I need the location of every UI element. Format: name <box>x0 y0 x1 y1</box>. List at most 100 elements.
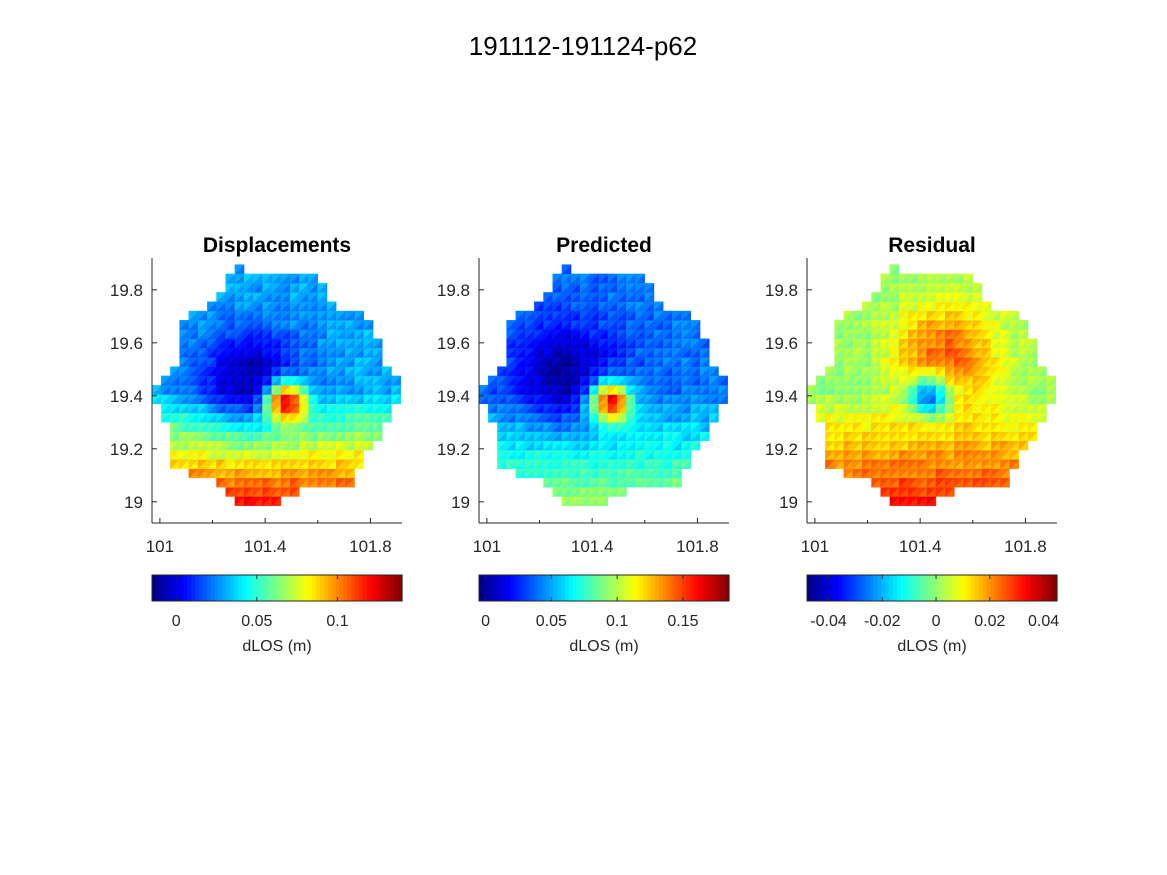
colorbar-segment <box>355 575 360 601</box>
field-cell <box>290 273 300 284</box>
x-tick-label: 101.4 <box>571 537 614 556</box>
colorbar-segment <box>662 575 668 601</box>
colorbar-segment <box>924 575 929 601</box>
colorbar-segment <box>561 575 566 601</box>
field-cell <box>363 320 374 330</box>
colorbar-segment <box>713 575 718 601</box>
colorbar-segment <box>865 575 871 601</box>
colorbar-label: dLOS (m) <box>242 638 311 655</box>
colorbar-segment <box>838 575 843 601</box>
colorbar-segment <box>611 575 617 601</box>
colorbar-segment <box>394 575 399 601</box>
colorbar-segment <box>846 575 851 601</box>
colorbar-segment <box>269 575 274 601</box>
colorbar-segment <box>284 575 290 601</box>
colorbar-segment <box>159 575 165 601</box>
colorbar-segment <box>553 575 558 601</box>
y-tick-label: 19.2 <box>765 440 798 459</box>
field-cell <box>598 273 609 284</box>
panel-residual: Residual 101 101.4 101.8 19.8 19.6 19.4 19.2 19 -… <box>765 234 1059 655</box>
field-cell <box>889 264 900 275</box>
colorbar-segment <box>1033 575 1039 601</box>
field-cell <box>391 375 402 386</box>
colorbar-segment <box>717 575 722 601</box>
field-cell <box>170 366 181 377</box>
colorbar-segment <box>943 575 949 601</box>
y-tick-label: 19.8 <box>110 281 143 300</box>
colorbar-segment <box>904 575 910 601</box>
colorbar-segment <box>486 575 492 601</box>
field-cell <box>816 375 826 386</box>
field-cell <box>216 292 227 303</box>
y-tick-label: 19.6 <box>765 334 798 353</box>
field-cell <box>1027 338 1038 349</box>
x-tick-label: 101.4 <box>899 537 942 556</box>
colorbar-tick-label: 0.1 <box>326 613 348 630</box>
colorbar-segment <box>549 575 554 601</box>
x-tick-label: 101.8 <box>349 537 392 556</box>
field-surface <box>151 264 402 507</box>
x-tick-label: 101 <box>473 537 501 556</box>
field-cell <box>317 283 328 293</box>
colorbar-segment <box>249 575 255 601</box>
y-tick-label: 19 <box>779 493 798 512</box>
field-cell <box>271 273 282 284</box>
colorbar-segment <box>482 575 488 601</box>
colorbar-tick-label: 0.05 <box>536 613 567 630</box>
colorbar-segment <box>529 575 535 601</box>
colorbar-segment <box>359 575 364 601</box>
colorbar-segment <box>296 575 302 601</box>
field-cell <box>497 366 508 377</box>
colorbar-segment <box>596 575 601 601</box>
field-cell <box>972 283 983 293</box>
colorbar-tick-label: 0 <box>932 613 941 630</box>
colorbar-segment <box>678 575 683 601</box>
colorbar-segment <box>490 575 496 601</box>
colorbar-segment <box>533 575 539 601</box>
colorbar-segment <box>635 575 640 601</box>
y-tick-label: 19.8 <box>765 281 798 300</box>
colorbar-segment <box>853 575 859 601</box>
colorbar-tick-label: 0.1 <box>606 613 628 630</box>
colorbar-segment <box>861 575 867 601</box>
colorbar-segment <box>947 575 953 601</box>
colorbar-segment <box>990 575 996 601</box>
colorbar-segment <box>631 575 636 601</box>
colorbar-segment <box>670 575 675 601</box>
colorbar-segment <box>319 575 325 601</box>
colorbar-segment <box>506 575 511 601</box>
field-cell <box>552 273 563 284</box>
field-cell <box>243 273 254 284</box>
x-tick-label: 101.8 <box>1004 537 1047 556</box>
colorbar-segment <box>600 575 605 601</box>
colorbar-segment <box>171 575 177 601</box>
field-cell <box>1046 375 1057 386</box>
field-cell <box>197 310 208 321</box>
x-tick-label: 101.4 <box>244 537 287 556</box>
field-cell <box>234 264 245 275</box>
colorbar-segment <box>514 575 519 601</box>
colorbar-segment <box>308 575 313 601</box>
colorbar-segment <box>912 575 917 601</box>
colorbar-segment <box>226 575 231 601</box>
colorbar-segment <box>152 575 157 601</box>
field-cell <box>372 338 383 349</box>
field-cell <box>299 273 310 284</box>
colorbar-segment <box>351 575 356 601</box>
colorbar-tick-label: 0.02 <box>974 613 1005 630</box>
colorbar-segment <box>206 575 212 601</box>
colorbar-segment <box>615 575 621 601</box>
panel-predicted: Predicted 101 101.4 101.8 19.8 19.6 19.4 19.2 19… <box>437 234 730 655</box>
x-tick-label: 101.8 <box>676 537 719 556</box>
field-cell <box>672 310 683 321</box>
y-tick-label: 19 <box>451 493 470 512</box>
colorbar-segment <box>892 575 898 601</box>
colorbar-tick-label: 0.15 <box>667 613 698 630</box>
colorbar-segment <box>810 575 816 601</box>
colorbar-segment <box>479 575 484 601</box>
colorbar-frame <box>806 574 1058 602</box>
colorbar-segment <box>304 575 309 601</box>
colorbar-segment <box>721 575 726 601</box>
y-tick-label: 19.4 <box>765 387 798 406</box>
field-cell <box>1000 310 1011 321</box>
